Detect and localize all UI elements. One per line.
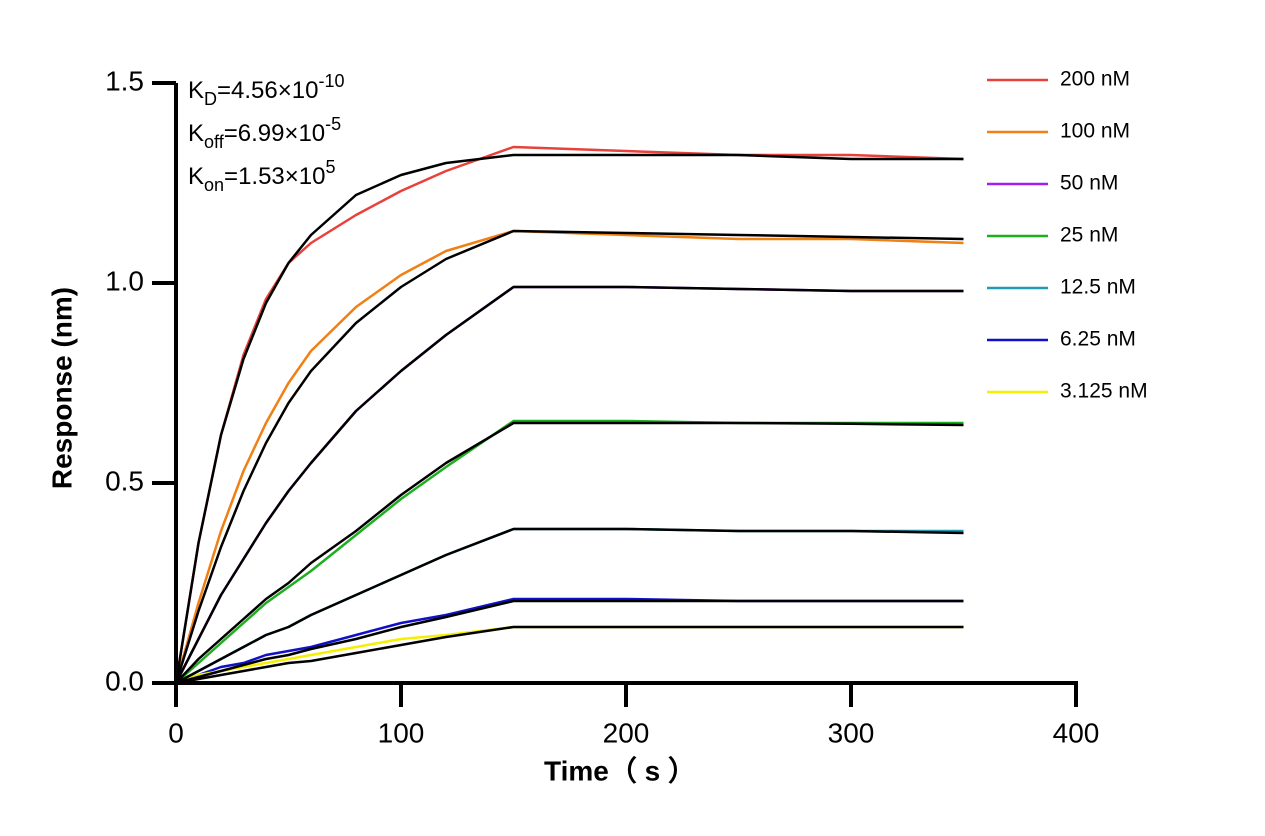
legend-label: 200 nM bbox=[1060, 68, 1130, 91]
y-tick-label: 0.0 bbox=[105, 665, 144, 696]
y-tick-label: 1.5 bbox=[105, 65, 144, 96]
fit-line bbox=[174, 153, 964, 684]
legend-label: 25 nM bbox=[1060, 224, 1118, 247]
annotation-superscript: -10 bbox=[318, 71, 344, 91]
x-tick-label: 200 bbox=[603, 717, 650, 748]
fit-line bbox=[175, 599, 964, 685]
legend-label: 100 nM bbox=[1060, 120, 1130, 143]
data-line bbox=[175, 597, 964, 685]
fit-line bbox=[174, 285, 964, 684]
legend-label: 12.5 nM bbox=[1060, 276, 1136, 299]
legend-label: 3.125 nM bbox=[1060, 380, 1148, 403]
fit-line bbox=[175, 625, 964, 685]
data-line bbox=[175, 419, 964, 684]
legend-label: 50 nM bbox=[1060, 172, 1118, 195]
annotation-text: =4.56×10 bbox=[217, 77, 318, 104]
data-line bbox=[175, 527, 964, 685]
fit-line bbox=[174, 229, 964, 684]
x-tick-label: 0 bbox=[168, 717, 184, 748]
fit-line bbox=[175, 527, 964, 685]
annotation: Koff=6.99×10-5 bbox=[188, 114, 341, 152]
annotation-symbol: K bbox=[188, 163, 204, 190]
fit-line bbox=[175, 421, 964, 684]
x-tick-label: 400 bbox=[1053, 717, 1100, 748]
x-tick-label: 100 bbox=[378, 717, 425, 748]
x-axis-title: Time（ s ） bbox=[544, 754, 696, 786]
data-line bbox=[174, 145, 964, 684]
data-line bbox=[175, 625, 964, 685]
data-line bbox=[174, 229, 964, 684]
legend-label: 6.25 nM bbox=[1060, 328, 1136, 351]
y-tick-label: 0.5 bbox=[105, 465, 144, 496]
annotation-subscript: on bbox=[204, 175, 224, 195]
annotation-symbol: K bbox=[188, 120, 204, 147]
y-tick-label: 1.0 bbox=[105, 265, 144, 296]
annotation-superscript: 5 bbox=[325, 157, 335, 177]
annotation: Kon=1.53×105 bbox=[188, 157, 336, 195]
x-tick-label: 300 bbox=[828, 717, 875, 748]
annotation-text: =1.53×10 bbox=[224, 163, 325, 190]
annotation: KD=4.56×10-10 bbox=[188, 71, 344, 109]
annotation-text: =6.99×10 bbox=[224, 120, 325, 147]
annotation-subscript: D bbox=[204, 89, 217, 109]
annotation-subscript: off bbox=[204, 132, 225, 152]
annotation-superscript: -5 bbox=[325, 114, 341, 134]
y-axis-title: Response (nm) bbox=[46, 287, 77, 489]
annotation-symbol: K bbox=[188, 77, 204, 104]
